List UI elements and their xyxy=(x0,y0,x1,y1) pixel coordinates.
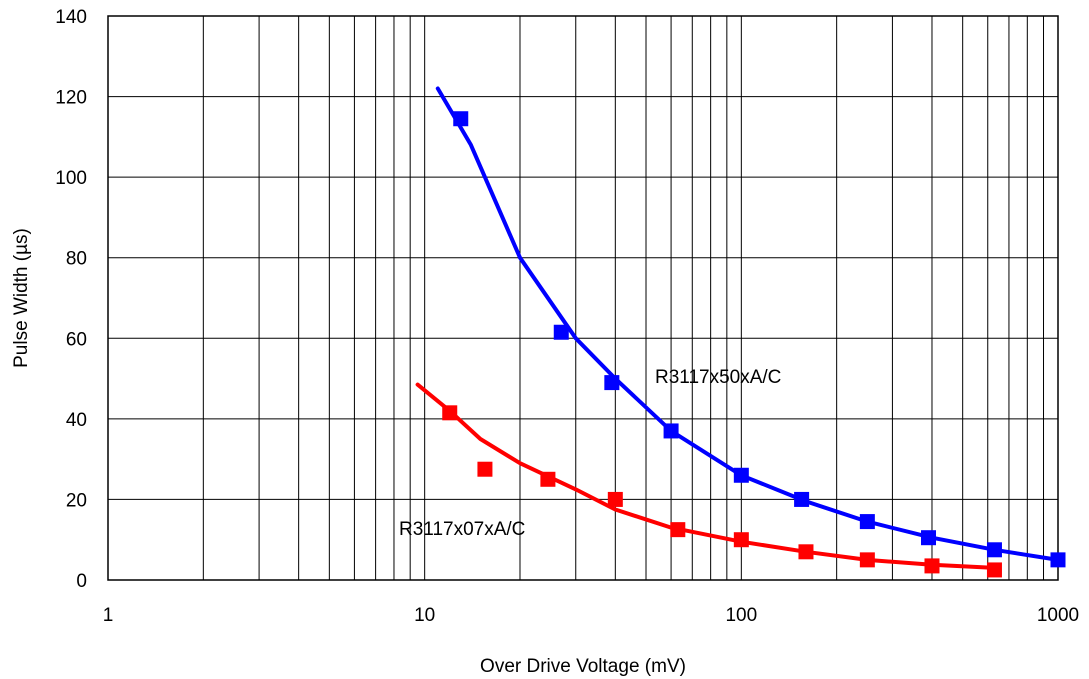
series-label-r3117x07: R3117x07xA/C xyxy=(399,519,525,540)
data-point xyxy=(986,562,1002,578)
y-tick-label: 0 xyxy=(76,571,87,592)
x-tick-label: 100 xyxy=(725,605,757,626)
data-point xyxy=(442,405,458,421)
series-layer xyxy=(415,86,1066,578)
x-axis-title: Over Drive Voltage (mV) xyxy=(480,656,686,677)
x-tick-labels: 1 10 100 1000 xyxy=(103,605,1079,626)
x-tick-label: 1000 xyxy=(1037,605,1079,626)
y-tick-label: 140 xyxy=(55,7,87,28)
series-0 xyxy=(435,86,1066,568)
x-tick-label: 1 xyxy=(103,605,114,626)
data-point xyxy=(794,491,810,507)
data-point xyxy=(540,471,556,487)
data-point xyxy=(924,558,940,574)
data-point xyxy=(986,542,1002,558)
series-line xyxy=(435,86,1060,562)
series-label-r3117x50: R3117x50xA/C xyxy=(655,367,781,388)
y-tick-label: 80 xyxy=(66,249,87,270)
x-tick-label: 10 xyxy=(414,605,435,626)
data-point xyxy=(453,111,469,127)
y-tick-label: 40 xyxy=(66,410,87,431)
grid xyxy=(108,16,1058,580)
y-tick-label: 100 xyxy=(55,168,87,189)
data-point xyxy=(670,522,686,538)
data-point xyxy=(859,552,875,568)
y-tick-label: 20 xyxy=(66,490,87,511)
data-point xyxy=(859,514,875,530)
y-tick-label: 120 xyxy=(55,88,87,109)
data-point xyxy=(921,530,937,546)
data-point xyxy=(607,491,623,507)
data-point xyxy=(733,467,749,483)
data-point xyxy=(1050,552,1066,568)
series-1 xyxy=(415,382,1002,578)
series-line xyxy=(415,382,997,570)
data-point xyxy=(477,461,493,477)
data-point xyxy=(553,324,569,340)
data-point xyxy=(798,544,814,560)
data-point xyxy=(733,532,749,548)
plot-frame xyxy=(107,15,1059,581)
y-tick-label: 60 xyxy=(66,329,87,350)
data-point xyxy=(663,423,679,439)
y-tick-labels: 0 20 40 60 80 100 120 140 xyxy=(55,7,87,592)
y-axis-title: Pulse Width (µs) xyxy=(11,228,32,368)
data-point xyxy=(604,375,620,391)
